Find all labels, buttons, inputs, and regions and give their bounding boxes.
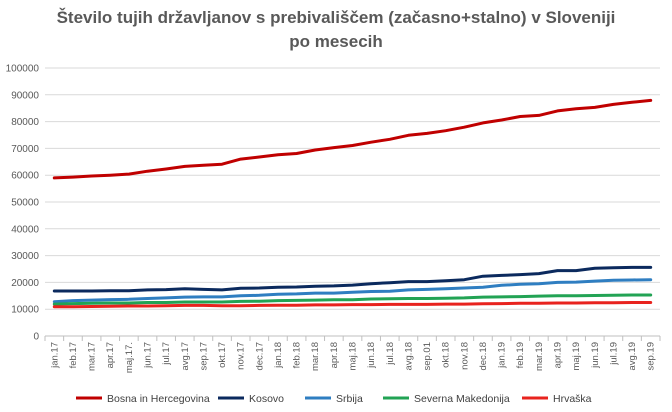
x-tick-label: jan.17 — [49, 342, 60, 369]
x-tick-label: avg.17 — [180, 342, 191, 371]
x-tick-label: avg.18 — [403, 342, 414, 371]
y-tick-label: 20000 — [11, 278, 39, 289]
x-tick-label: jun.18 — [366, 342, 377, 369]
x-tick-label: mar.18 — [310, 342, 321, 371]
x-tick-label: feb.18 — [292, 342, 303, 368]
x-tick-label: apr.17 — [105, 342, 116, 368]
x-tick-label: apr.19 — [553, 342, 564, 368]
y-tick-label: 40000 — [11, 224, 39, 235]
y-tick-label: 30000 — [11, 251, 39, 262]
y-tick-label: 90000 — [11, 90, 39, 101]
legend-label: Severna Makedonija — [414, 393, 510, 405]
x-tick-label: sep.19 — [646, 342, 657, 371]
series-line-2 — [52, 265, 653, 293]
x-tick-label: jan.18 — [273, 342, 284, 369]
legend: Bosna in Hercegovina Kosovo Srbija Severna … — [76, 393, 592, 405]
x-tick-label: jul.19 — [608, 342, 619, 366]
x-tick-label: jul.18 — [385, 342, 396, 366]
series-lines — [52, 98, 653, 309]
y-axis: 0 10000 20000 30000 40000 50000 60000 70000 8000… — [6, 64, 40, 343]
series-line-3 — [52, 278, 653, 304]
x-tick-label: sep.17 — [198, 342, 209, 371]
series-line-1 — [52, 98, 653, 180]
y-tick-label: 50000 — [11, 198, 39, 209]
series-line-5 — [52, 301, 653, 309]
y-tick-label: 100000 — [6, 64, 40, 75]
x-tick-label: nov.18 — [459, 342, 470, 370]
legend-label: Kosovo — [249, 393, 284, 405]
x-tick-label: dec.18 — [478, 342, 489, 371]
x-tick-label: feb.19 — [515, 342, 526, 368]
gridlines — [45, 67, 660, 337]
x-tick-label: avg.19 — [627, 342, 638, 371]
x-tick-label: mar.19 — [534, 342, 545, 371]
x-tick-label: apr.18 — [329, 342, 340, 368]
x-tick-label: nov.17 — [236, 342, 247, 370]
x-tick-label: dec.17 — [254, 342, 265, 371]
y-tick-label: 60000 — [11, 171, 39, 182]
legend-label: Hrvaška — [553, 393, 592, 405]
chart-title-line-1: Število tujih državljanov s prebivališče… — [56, 8, 616, 27]
y-tick-label: 80000 — [11, 117, 39, 128]
x-tick-label: jan.19 — [497, 342, 508, 369]
x-tick-label: okt.18 — [441, 342, 452, 368]
x-tick-label: okt.17 — [217, 342, 228, 368]
y-tick-label: 0 — [33, 332, 39, 343]
x-tick-label: maj.18 — [348, 342, 359, 371]
chart-title: Število tujih državljanov s prebivališče… — [0, 6, 672, 54]
y-tick-label: 10000 — [11, 305, 39, 316]
x-tick-label: jul.17 — [161, 342, 172, 366]
legend-label: Bosna in Hercegovina — [107, 393, 210, 405]
x-tick-label: feb.17 — [68, 342, 79, 368]
legend-label: Srbija — [336, 393, 363, 405]
x-tick-label: sep.01 — [422, 342, 433, 371]
x-tick-label: mar.17 — [87, 342, 98, 371]
x-tick-label: jun.19 — [590, 342, 601, 369]
x-axis: jan.17 feb.17 mar.17 apr.17 maj.17. jun.17 jul… — [44, 335, 661, 373]
x-tick-label: maj.17. — [124, 342, 135, 373]
chart-title-line-2: po mesecih — [289, 32, 383, 51]
series-line-4 — [52, 293, 653, 306]
x-tick-label: jun.17 — [143, 342, 154, 369]
y-tick-label: 70000 — [11, 144, 39, 155]
x-tick-label: maj.19 — [571, 342, 582, 371]
